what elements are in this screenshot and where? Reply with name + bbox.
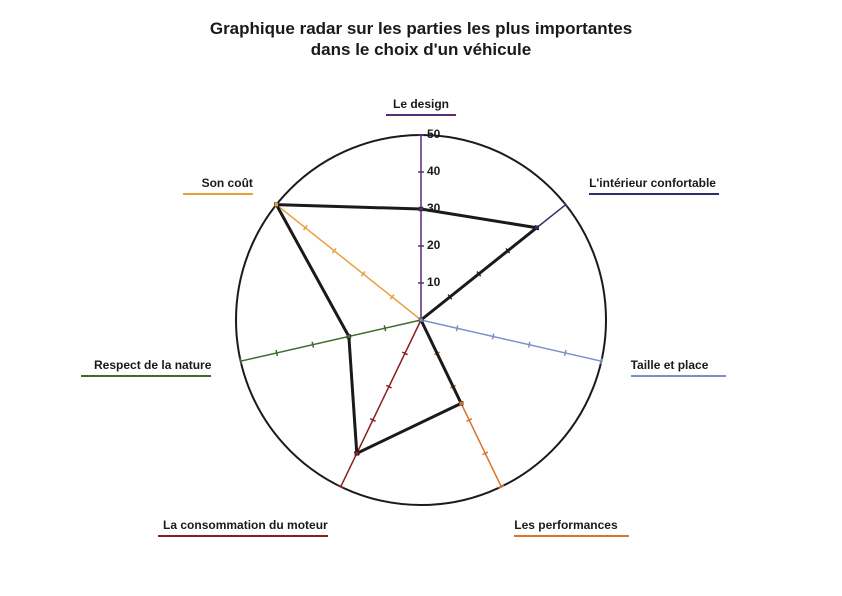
- data-marker: [535, 226, 539, 230]
- data-polygon: [276, 205, 536, 454]
- data-marker: [419, 207, 423, 211]
- axis-label-text: L'intérieur confortable: [589, 176, 719, 190]
- axis-line: [276, 205, 421, 320]
- axis-label: Les performances: [514, 518, 629, 537]
- axis-label: Taille et place: [631, 358, 726, 377]
- axis-tick: [492, 334, 493, 340]
- axis-tick: [312, 342, 313, 348]
- axis-label: Respect de la nature: [81, 358, 211, 377]
- axis-tick: [565, 350, 566, 356]
- axis-label-text: Le design: [386, 97, 456, 111]
- axis-label-underline: [386, 114, 456, 116]
- axis-label-underline: [514, 535, 629, 537]
- axis-line: [421, 320, 601, 361]
- axis-label: Son coût: [183, 176, 253, 195]
- axis-label-text: Taille et place: [631, 358, 726, 372]
- value-tick-label: 40: [427, 164, 440, 178]
- axis-tick: [384, 325, 385, 331]
- data-marker: [347, 334, 351, 338]
- axis-label: Le design: [386, 97, 456, 116]
- axis-label: La consommation du moteur: [158, 518, 328, 537]
- axis-label-text: Son coût: [183, 176, 253, 190]
- value-tick-label: 10: [427, 275, 440, 289]
- axis-label-underline: [158, 535, 328, 537]
- data-marker: [355, 451, 359, 455]
- value-tick-label: 50: [427, 127, 440, 141]
- axis-label-text: Les performances: [514, 518, 629, 532]
- axis-label-underline: [183, 193, 253, 195]
- axis-line: [241, 320, 421, 361]
- axis-label-text: Respect de la nature: [81, 358, 211, 372]
- axis-label-underline: [589, 193, 719, 195]
- data-marker: [419, 318, 423, 322]
- axis-label-underline: [81, 375, 211, 377]
- value-tick-label: 30: [427, 201, 440, 215]
- axis-tick: [276, 350, 277, 356]
- axis-tick: [456, 325, 457, 331]
- axis-tick: [529, 342, 530, 348]
- data-marker: [459, 401, 463, 405]
- value-tick-label: 20: [427, 238, 440, 252]
- axis-label-underline: [631, 375, 726, 377]
- axis-label-text: La consommation du moteur: [158, 518, 328, 532]
- axis-label: L'intérieur confortable: [589, 176, 719, 195]
- data-marker: [274, 203, 278, 207]
- radar-chart: [0, 0, 842, 596]
